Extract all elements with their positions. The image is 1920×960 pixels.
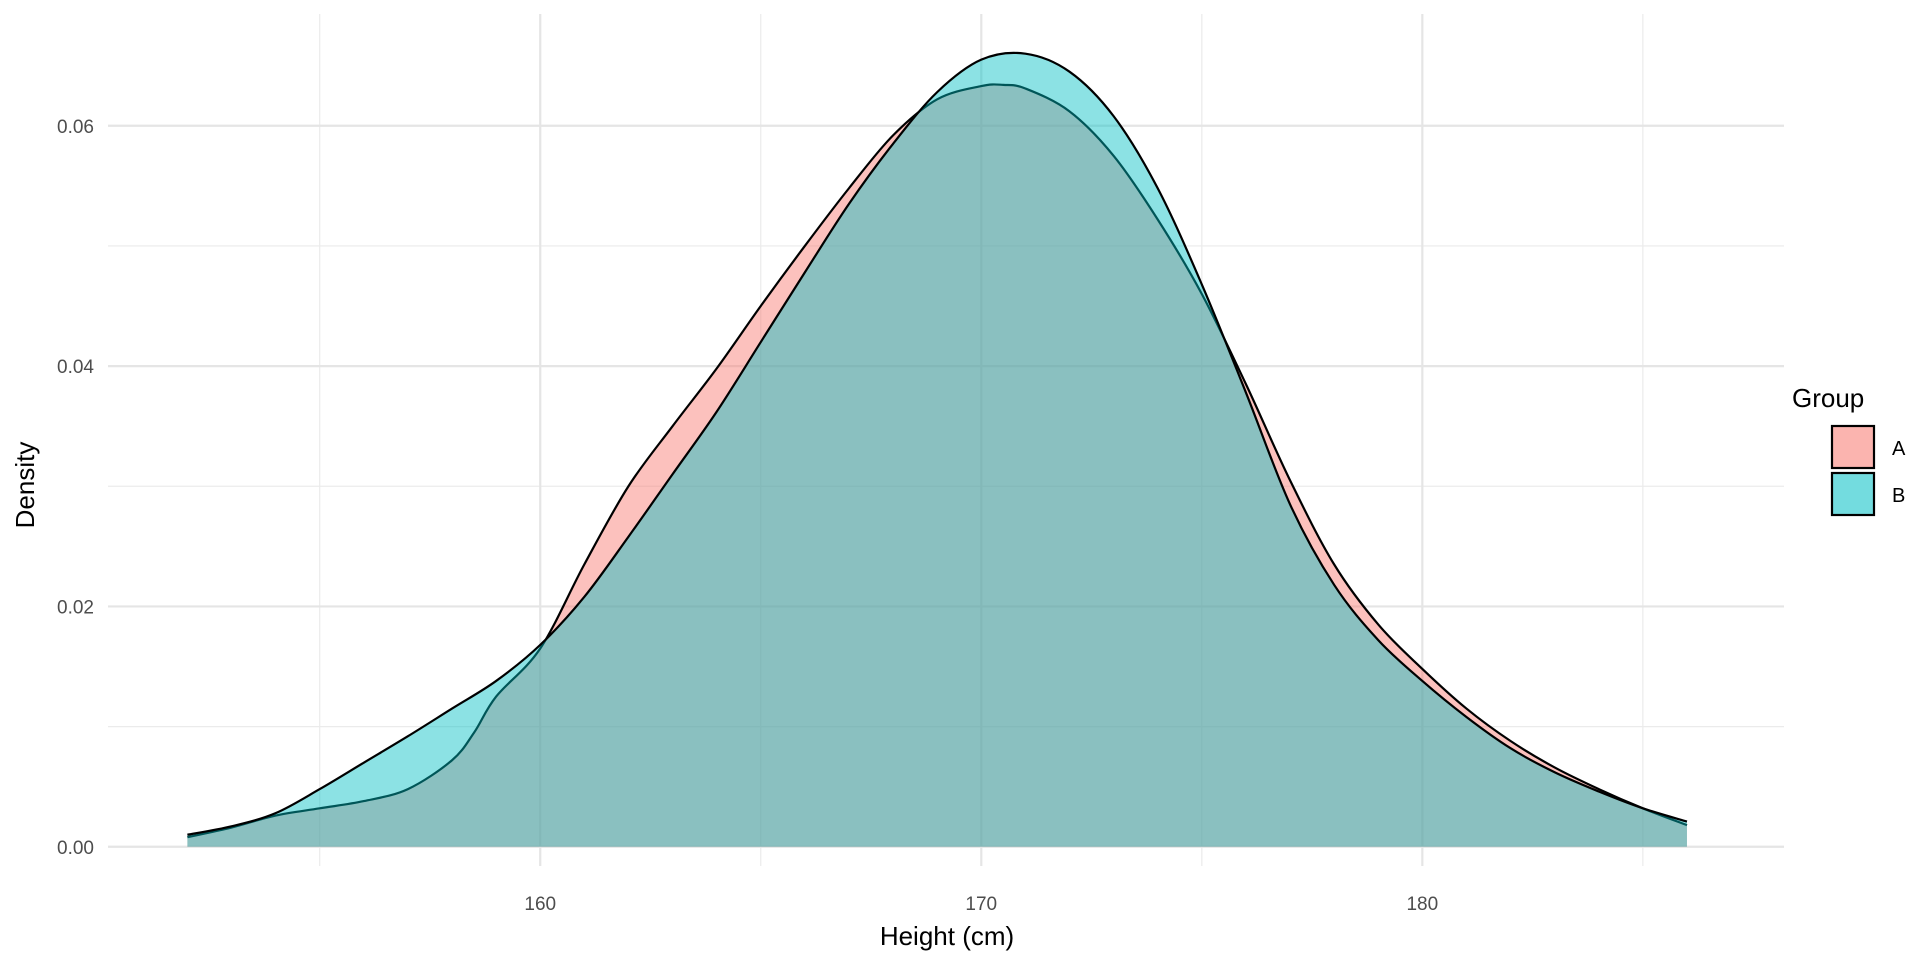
y-axis-ticks: 0.00 0.02 0.04 0.06	[57, 117, 94, 859]
legend: Group AB	[1792, 383, 1906, 517]
x-axis-title: Height (cm)	[880, 921, 1014, 951]
legend-key-a	[1830, 424, 1876, 470]
x-tick-label: 170	[965, 894, 997, 915]
legend-label-b: B	[1892, 485, 1905, 507]
y-tick-label: 0.06	[57, 117, 94, 138]
density-line-b	[187, 51, 1688, 836]
legend-label-a: A	[1892, 438, 1906, 460]
y-tick-label: 0.04	[57, 357, 94, 378]
major-gridlines	[108, 14, 1784, 866]
legend-items: AB	[1830, 424, 1906, 517]
density-area-a	[187, 84, 1687, 847]
y-tick-label: 0.00	[57, 838, 94, 859]
x-axis-ticks: 160 170 180	[524, 894, 1438, 915]
x-tick-label: 180	[1406, 894, 1438, 915]
density-area-b	[187, 52, 1687, 847]
legend-title: Group	[1792, 383, 1864, 413]
x-tick-label: 160	[524, 894, 556, 915]
density-line-a	[187, 83, 1688, 839]
y-axis-title: Density	[10, 442, 40, 529]
density-areas	[187, 51, 1688, 847]
legend-key-b	[1830, 471, 1876, 517]
y-tick-label: 0.02	[57, 597, 94, 618]
minor-gridlines	[108, 14, 1784, 866]
